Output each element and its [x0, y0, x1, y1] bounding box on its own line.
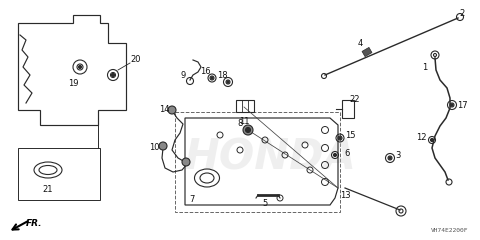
Text: 10: 10: [149, 144, 159, 152]
Circle shape: [182, 158, 190, 166]
Text: 9: 9: [180, 72, 186, 80]
Bar: [18, 148, 100, 200]
Text: 15: 15: [345, 131, 355, 139]
Circle shape: [168, 106, 176, 114]
Circle shape: [111, 73, 115, 77]
Bar: [236, 100, 254, 112]
Text: 17: 17: [456, 101, 468, 109]
Text: 14: 14: [159, 106, 169, 114]
Circle shape: [211, 77, 213, 79]
Text: 2: 2: [459, 8, 465, 18]
Text: 20: 20: [131, 55, 141, 65]
Text: 3: 3: [396, 150, 401, 160]
Text: 4: 4: [358, 38, 362, 48]
Bar: [175, 112, 340, 212]
Circle shape: [389, 157, 391, 159]
Text: 6: 6: [344, 149, 350, 157]
Text: 7: 7: [189, 196, 195, 204]
Text: 11: 11: [239, 118, 249, 126]
Text: 21: 21: [43, 186, 53, 194]
Text: VH74E2200F: VH74E2200F: [431, 228, 468, 233]
Text: 18: 18: [216, 72, 228, 80]
Circle shape: [79, 66, 82, 68]
Text: 1: 1: [422, 64, 428, 72]
Text: 16: 16: [200, 67, 210, 77]
Bar: [342, 100, 354, 118]
Bar: [362, 48, 372, 57]
Text: 19: 19: [68, 78, 78, 88]
Text: 5: 5: [263, 199, 268, 209]
Text: 22: 22: [350, 96, 360, 104]
Text: FR.: FR.: [26, 220, 43, 228]
Circle shape: [334, 154, 336, 156]
Circle shape: [431, 138, 433, 142]
Text: 12: 12: [416, 133, 426, 143]
Circle shape: [159, 142, 167, 150]
Circle shape: [339, 137, 341, 139]
Circle shape: [243, 125, 253, 135]
Circle shape: [227, 81, 229, 83]
Text: 8: 8: [237, 119, 243, 127]
Circle shape: [245, 127, 251, 132]
Text: 13: 13: [340, 192, 350, 200]
Text: HONDA: HONDA: [184, 137, 356, 179]
Circle shape: [451, 104, 453, 106]
